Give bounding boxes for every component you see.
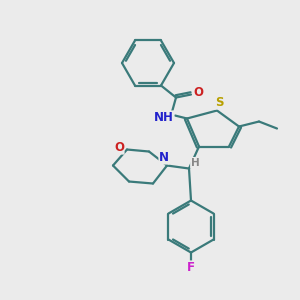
- Text: O: O: [114, 141, 124, 154]
- Text: S: S: [215, 96, 223, 109]
- Text: H: H: [190, 158, 200, 167]
- Text: N: N: [159, 151, 169, 164]
- Text: O: O: [193, 86, 203, 99]
- Text: NH: NH: [154, 111, 174, 124]
- Text: F: F: [187, 261, 195, 274]
